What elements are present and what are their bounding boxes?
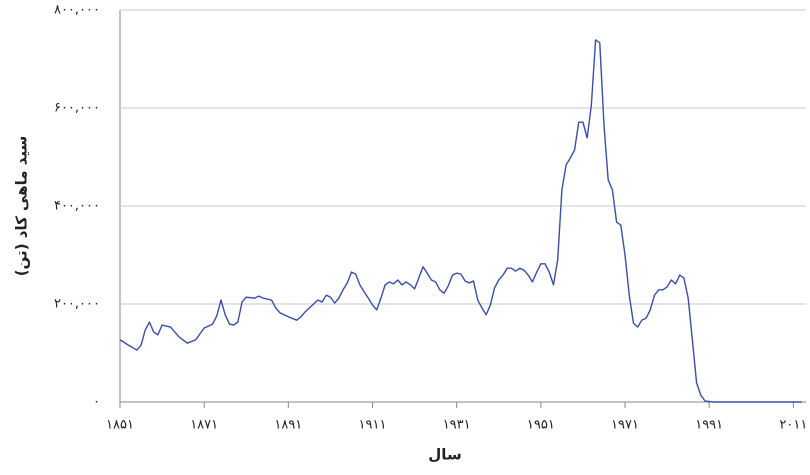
y-tick-label: ۸۰۰,۰۰۰ — [54, 3, 100, 18]
y-axis-title: سید ماهی کاد (تن) — [13, 136, 31, 277]
x-tick-label: ۱۹۱۱ — [359, 418, 387, 433]
x-tick-label: ۱۸۷۱ — [190, 418, 218, 433]
x-tick-label: ۱۹۵۱ — [527, 418, 555, 433]
y-tick-label: ۰ — [93, 395, 100, 410]
x-axis-title: سال — [428, 446, 461, 464]
y-tick-label: ۶۰۰,۰۰۰ — [54, 101, 100, 116]
y-tick-label: ۴۰۰,۰۰۰ — [54, 199, 100, 214]
x-tick-label: ۱۹۷۱ — [611, 418, 639, 433]
x-tick-label: ۱۹۹۱ — [695, 418, 723, 433]
x-tick-label: ۱۸۵۱ — [106, 418, 134, 433]
x-tick-label: ۱۹۳۱ — [443, 418, 471, 433]
data-line — [119, 39, 802, 403]
x-tick-label: ۲۰۱۱ — [779, 418, 807, 433]
x-tick-label: ۱۸۹۱ — [274, 418, 302, 433]
y-tick-label: ۲۰۰,۰۰۰ — [54, 297, 100, 312]
